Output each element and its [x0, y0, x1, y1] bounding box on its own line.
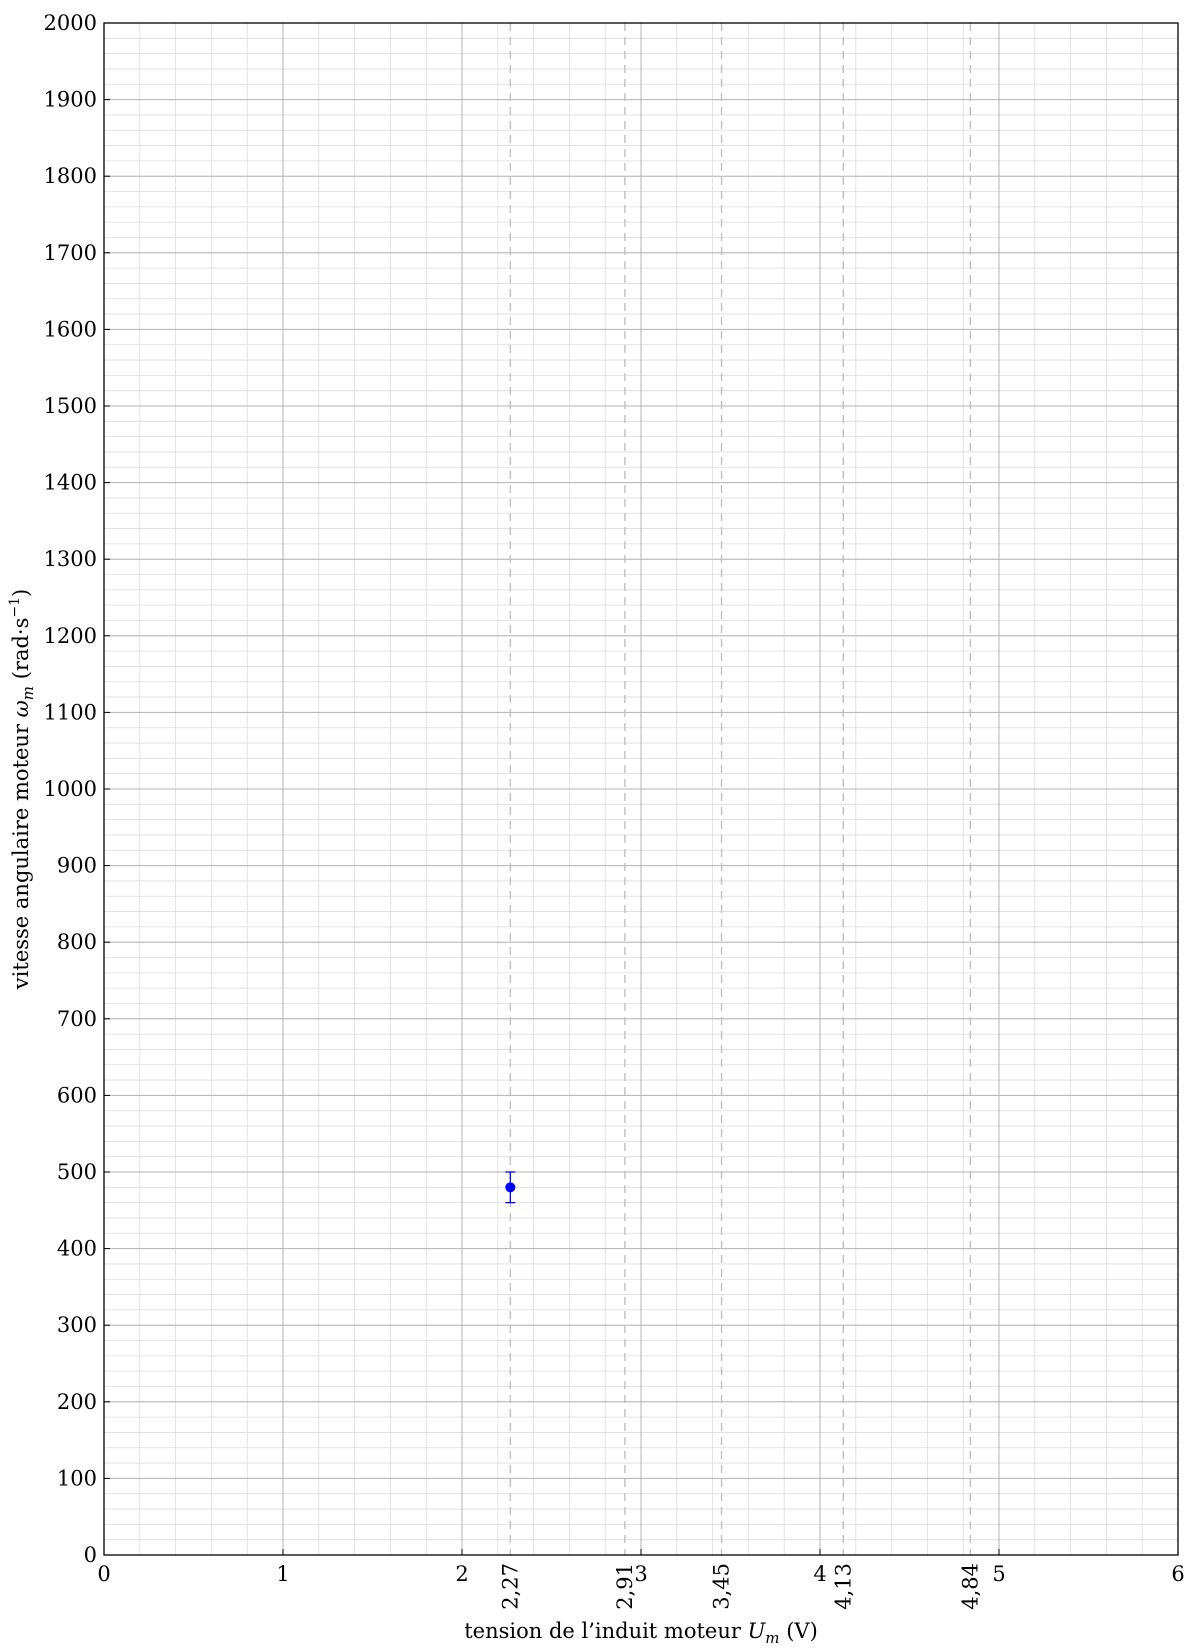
y-tick-label: 300 — [57, 1313, 97, 1337]
x-axis-label: tension de l’induit moteur Um (V) — [464, 1619, 818, 1647]
y-axis-label-symbol: ω — [9, 700, 33, 717]
reference-line-label: 2,91 — [613, 1563, 637, 1610]
y-tick-label: 800 — [57, 930, 97, 954]
reference-labels: 2,27 2,91 3,45 4,13 4,84 — [498, 1563, 982, 1610]
x-axis-label-symbol: U — [748, 1619, 767, 1643]
major-grid — [103, 22, 1179, 1556]
x-tick-label: 1 — [276, 1562, 289, 1586]
y-tick-label: 1700 — [44, 241, 97, 265]
x-tick-label: 0 — [97, 1562, 110, 1586]
x-tick-label: 5 — [992, 1562, 1005, 1586]
data-point — [505, 1182, 516, 1193]
x-axis-label-subscript: m — [765, 1629, 779, 1647]
reference-line-label: 4,84 — [958, 1563, 982, 1610]
reference-line-label: 4,13 — [831, 1563, 855, 1610]
y-tick-label: 700 — [57, 1007, 97, 1031]
y-axis-label: vitesse angulaire moteur ωm (rad·s−1) — [7, 589, 37, 990]
y-tick-label: 1400 — [44, 471, 97, 495]
y-axis-label-superscript: −1 — [7, 597, 23, 618]
y-tick-label: 1100 — [44, 700, 97, 724]
reference-line-label: 3,45 — [710, 1563, 734, 1610]
x-tick-label: 4 — [813, 1562, 826, 1586]
reference-line-label: 2,27 — [498, 1563, 522, 1610]
y-tick-label: 600 — [57, 1083, 97, 1107]
y-axis-label-subscript: m — [19, 686, 37, 700]
x-tick-label: 6 — [1171, 1562, 1184, 1586]
x-tick-label: 2 — [455, 1562, 468, 1586]
x-tick-label: 3 — [634, 1562, 647, 1586]
y-tick-label: 0 — [84, 1543, 97, 1567]
y-tick-label: 200 — [57, 1390, 97, 1414]
axis-ticks — [103, 22, 1179, 1556]
y-tick-label: 2000 — [44, 11, 97, 35]
y-tick-labels: 0 100 200 300 400 500 600 700 800 900 1000 1100 1200… — [44, 11, 97, 1567]
y-axis-label-suffix: (rad·s — [9, 618, 33, 686]
y-axis-label-close: ) — [9, 589, 33, 597]
y-tick-label: 500 — [57, 1160, 97, 1184]
y-tick-label: 1000 — [44, 777, 97, 801]
y-tick-label: 100 — [57, 1466, 97, 1490]
x-tick-labels: 0 1 2 3 4 5 6 — [97, 1562, 1184, 1586]
y-axis-label-prefix: vitesse angulaire moteur — [9, 717, 33, 990]
y-tick-label: 1500 — [44, 394, 97, 418]
data-layer — [505, 1171, 516, 1204]
y-tick-label: 1900 — [44, 88, 97, 112]
y-tick-label: 1600 — [44, 317, 97, 341]
y-tick-label: 1800 — [44, 164, 97, 188]
y-tick-label: 900 — [57, 854, 97, 878]
x-axis-label-suffix: (V) — [780, 1619, 818, 1643]
x-axis-label-prefix: tension de l’induit moteur — [464, 1619, 747, 1643]
y-tick-label: 1300 — [44, 547, 97, 571]
reference-lines — [509, 23, 972, 1555]
y-tick-label: 1200 — [44, 624, 97, 648]
y-tick-label: 400 — [57, 1237, 97, 1261]
